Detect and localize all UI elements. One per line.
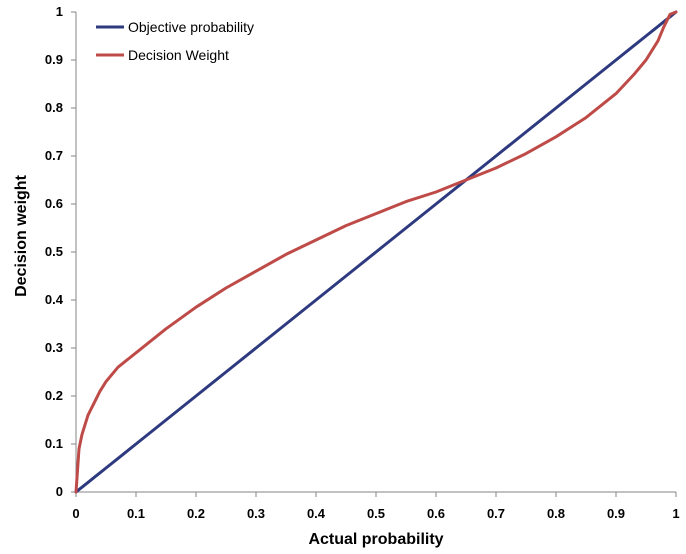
x-tick-label: 0.6 [427,506,445,521]
x-tick-label: 0.3 [247,506,265,521]
y-tick-label: 0 [56,484,63,499]
x-tick-label: 0.1 [127,506,145,521]
series-line-objective-probability [74,10,678,494]
y-tick-label: 1 [56,4,63,19]
x-tick-label: 0.4 [307,506,326,521]
x-tick-label: 0.5 [367,506,385,521]
x-tick-label: 0.8 [547,506,565,521]
x-axis-title: Actual probability [308,531,443,548]
y-tick-label: 0.6 [45,196,63,211]
y-tick-label: 0.8 [45,100,63,115]
legend-label: Objective probability [128,19,254,35]
y-tick-label: 0.9 [45,52,63,67]
y-tick-label: 0.3 [45,340,63,355]
axes: 0 0.1 0.2 0.3 0.4 0.5 0.6 0.7 0.8 0.9 1 0 0.1 0.2 0.3 0… [45,4,680,521]
x-tick-label: 0.2 [187,506,205,521]
y-tick-label: 0.7 [45,148,63,163]
x-tick-label: 1 [672,506,679,521]
y-tick-label: 0.5 [45,244,63,259]
x-tick-label: 0 [72,506,79,521]
legend-label: Decision Weight [128,47,229,63]
x-tick-label: 0.9 [607,506,625,521]
x-tick-label: 0.7 [487,506,505,521]
series-line-decision-weight [74,10,678,494]
y-tick-label: 0.2 [45,388,63,403]
y-tick-label: 0.1 [45,436,63,451]
y-axis-title: Decision weight [13,174,30,296]
series-lines [74,10,678,494]
y-tick-label: 0.4 [45,292,64,307]
legend: Objective probability Decision Weight [96,19,254,63]
